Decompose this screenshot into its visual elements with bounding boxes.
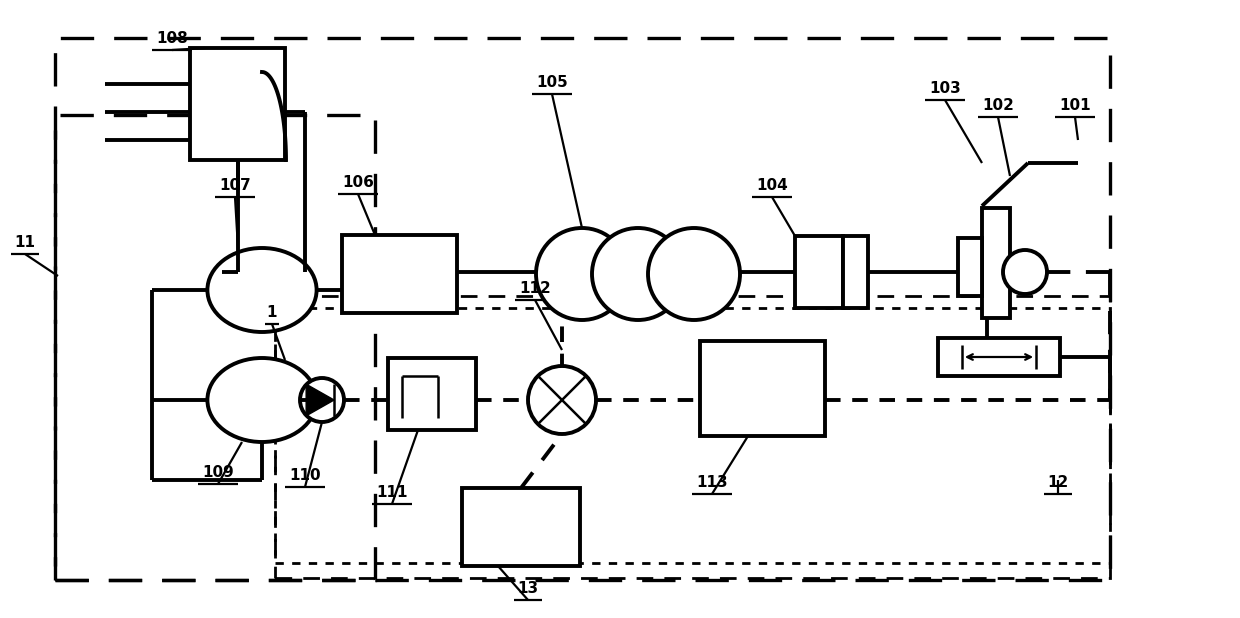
Text: 107: 107 [219, 178, 250, 193]
FancyBboxPatch shape [463, 488, 580, 566]
Text: 113: 113 [696, 475, 728, 490]
FancyBboxPatch shape [388, 358, 476, 430]
Ellipse shape [207, 358, 316, 442]
Text: 110: 110 [289, 468, 321, 483]
Text: 104: 104 [756, 178, 787, 193]
Circle shape [649, 228, 740, 320]
FancyBboxPatch shape [843, 236, 868, 308]
Text: 13: 13 [517, 581, 538, 596]
Text: 109: 109 [202, 465, 234, 480]
Text: 111: 111 [376, 485, 408, 500]
FancyBboxPatch shape [795, 236, 843, 308]
Text: 105: 105 [536, 75, 568, 90]
FancyBboxPatch shape [190, 48, 285, 160]
Circle shape [591, 228, 684, 320]
Ellipse shape [207, 248, 316, 332]
Circle shape [528, 366, 596, 434]
Text: 11: 11 [15, 235, 36, 250]
Text: 106: 106 [342, 175, 374, 190]
Circle shape [300, 378, 343, 422]
Text: 112: 112 [520, 281, 551, 296]
Circle shape [536, 228, 627, 320]
Polygon shape [306, 384, 334, 416]
FancyBboxPatch shape [937, 338, 1060, 376]
Text: 103: 103 [929, 81, 961, 96]
Text: 108: 108 [156, 31, 188, 46]
FancyBboxPatch shape [982, 208, 1011, 318]
Text: 102: 102 [982, 98, 1014, 113]
Text: 1: 1 [267, 305, 278, 320]
FancyBboxPatch shape [701, 341, 825, 436]
FancyBboxPatch shape [342, 235, 458, 313]
Circle shape [1003, 250, 1047, 294]
FancyBboxPatch shape [959, 238, 982, 296]
Text: 12: 12 [1048, 475, 1069, 490]
Text: 101: 101 [1059, 98, 1091, 113]
